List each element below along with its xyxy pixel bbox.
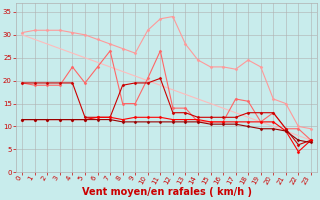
X-axis label: Vent moyen/en rafales ( km/h ): Vent moyen/en rafales ( km/h ) (82, 187, 252, 197)
